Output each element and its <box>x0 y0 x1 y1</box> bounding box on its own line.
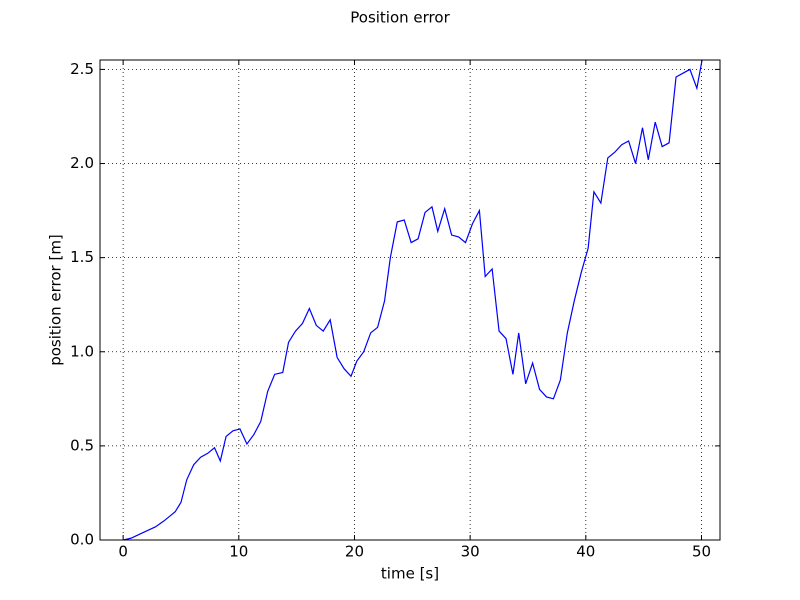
x-tick-label: 50 <box>692 543 711 561</box>
y-tick-label: 0.5 <box>70 436 94 454</box>
y-tick-label: 2.5 <box>70 60 94 78</box>
x-tick-label: 0 <box>118 543 128 561</box>
x-tick-label: 20 <box>345 543 364 561</box>
plot-frame <box>99 59 721 541</box>
y-tick-label: 1.0 <box>70 342 94 360</box>
x-tick-label: 40 <box>576 543 595 561</box>
data-line <box>122 60 703 540</box>
y-tick-label: 2.0 <box>70 154 94 172</box>
x-axis-label: time [s] <box>381 565 439 583</box>
y-tick-label: 0.0 <box>70 531 94 549</box>
chart-title: Position error <box>350 9 450 27</box>
x-tick-label: 30 <box>461 543 480 561</box>
y-tick-label: 1.5 <box>70 248 94 266</box>
x-tick-label: 10 <box>229 543 248 561</box>
y-axis-label: position error [m] <box>47 234 65 366</box>
